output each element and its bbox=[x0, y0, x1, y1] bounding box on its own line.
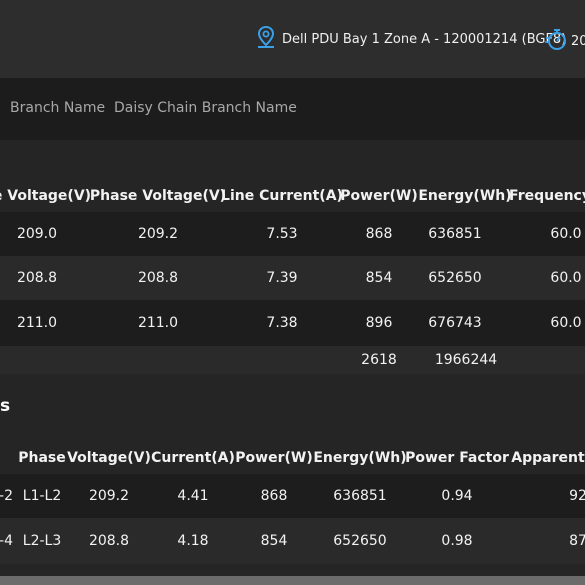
total-energy: 1966244 bbox=[434, 352, 498, 368]
header-power-factor: Power Factor bbox=[405, 450, 509, 466]
power: 854 bbox=[260, 533, 288, 549]
header-power: Power(W) bbox=[235, 450, 313, 466]
power: 868 bbox=[260, 488, 288, 504]
voltage: 208.8 bbox=[88, 533, 130, 549]
phase-table-header: ne Voltage(V) Phase Voltage(V) Line Curr… bbox=[0, 180, 585, 212]
voltage: 209.2 bbox=[88, 488, 130, 504]
branch-table-header: Phase Voltage(V) Current(A) Power(W) Ene… bbox=[0, 442, 585, 474]
section-title-row bbox=[0, 140, 585, 180]
phase-voltage: 208.8 bbox=[137, 270, 179, 286]
power: 854 bbox=[365, 270, 393, 286]
top-bar: Dell PDU Bay 1 Zone A - 120001214 (BGF8)… bbox=[0, 0, 585, 78]
power: 868 bbox=[365, 226, 393, 242]
table-row: 208.8 208.8 7.39 854 652650 60.0 bbox=[0, 256, 585, 300]
energy: 636851 bbox=[428, 226, 482, 242]
header-energy: Energy(Wh) bbox=[418, 188, 512, 204]
table-row: -2 L1-L2 209.2 4.41 868 636851 0.94 92 bbox=[0, 474, 585, 518]
power-factor: 0.94 bbox=[441, 488, 473, 504]
energy: 676743 bbox=[428, 315, 482, 331]
line-voltage: 211.0 bbox=[16, 315, 58, 331]
time-indicator[interactable]: 20 bbox=[545, 27, 585, 55]
current: 4.41 bbox=[177, 488, 209, 504]
current: 4.18 bbox=[177, 533, 209, 549]
header-line-current: Line Current(A) bbox=[221, 188, 343, 204]
table-row: 211.0 211.0 7.38 896 676743 60.0 bbox=[0, 300, 585, 346]
phase: L1-L2 bbox=[22, 488, 62, 504]
time-text: 20 bbox=[571, 33, 585, 49]
header-apparent-power: Apparent I bbox=[511, 450, 585, 466]
header-voltage: Voltage(V) bbox=[67, 450, 151, 466]
branch-name-label[interactable]: Branch Name bbox=[10, 100, 106, 116]
header-power: Power(W) bbox=[340, 188, 418, 204]
header-energy: Energy(Wh) bbox=[313, 450, 407, 466]
table-row: 209.0 209.2 7.53 868 636851 60.0 bbox=[0, 212, 585, 256]
section-title: s bbox=[0, 396, 11, 416]
apparent-power: 92 bbox=[569, 488, 585, 504]
branch-bar: Branch Name Daisy Chain Branch Name bbox=[0, 78, 585, 140]
header-frequency: Frequency bbox=[509, 188, 585, 204]
pdu-location[interactable]: Dell PDU Bay 1 Zone A - 120001214 (BGF8) bbox=[256, 25, 567, 52]
line-current: 7.53 bbox=[266, 226, 298, 242]
frequency: 60.0 bbox=[550, 315, 582, 331]
stopwatch-icon bbox=[545, 27, 567, 55]
table-row: -4 L2-L3 208.8 4.18 854 652650 0.98 87 bbox=[0, 518, 585, 564]
phase-voltage: 211.0 bbox=[137, 315, 179, 331]
branch-id: -4 bbox=[0, 533, 13, 549]
horizontal-scrollbar[interactable] bbox=[0, 576, 585, 585]
phase-voltage: 209.2 bbox=[137, 226, 179, 242]
line-current: 7.39 bbox=[266, 270, 298, 286]
apparent-power: 87 bbox=[569, 533, 585, 549]
daisy-chain-branch-name-label[interactable]: Daisy Chain Branch Name bbox=[114, 100, 297, 116]
energy: 652650 bbox=[428, 270, 482, 286]
energy: 636851 bbox=[333, 488, 387, 504]
line-current: 7.38 bbox=[266, 315, 298, 331]
line-voltage: 209.0 bbox=[16, 226, 58, 242]
header-current: Current(A) bbox=[151, 450, 235, 466]
header-phase-voltage: Phase Voltage(V) bbox=[89, 188, 227, 204]
line-voltage: 208.8 bbox=[16, 270, 58, 286]
header-phase: Phase bbox=[18, 450, 66, 466]
energy: 652650 bbox=[333, 533, 387, 549]
frequency: 60.0 bbox=[550, 226, 582, 242]
power: 896 bbox=[365, 315, 393, 331]
branch-id: -2 bbox=[0, 488, 13, 504]
header-line-voltage: ne Voltage(V) bbox=[0, 188, 92, 204]
power-factor: 0.98 bbox=[441, 533, 473, 549]
location-pin-icon bbox=[256, 25, 276, 52]
phase: L2-L3 bbox=[22, 533, 62, 549]
frequency: 60.0 bbox=[550, 270, 582, 286]
totals-row: 2618 1966244 bbox=[0, 346, 585, 374]
total-power: 2618 bbox=[361, 352, 397, 368]
location-text: Dell PDU Bay 1 Zone A - 120001214 (BGF8) bbox=[282, 31, 567, 47]
